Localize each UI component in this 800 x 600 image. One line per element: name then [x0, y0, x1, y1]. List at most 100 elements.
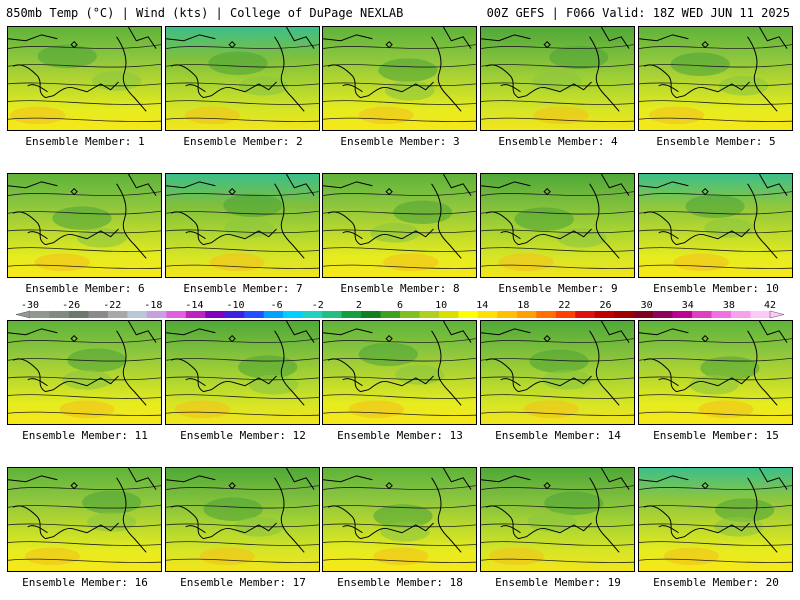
colorbar-swatch: [516, 311, 537, 318]
colorbar-swatch: [419, 311, 440, 318]
colorbar-swatch: [692, 311, 712, 318]
colorbar-swatch: [341, 311, 362, 318]
ensemble-member-label: Ensemble Member: 15: [653, 429, 779, 442]
ensemble-map-7: [165, 173, 320, 278]
colorbar-swatch: [88, 311, 109, 318]
temperature-colorbar: -30 -26 -22 -18 -14 -10 -6 -2 2 6 10 14 18 22 26 30 34 38…: [15, 300, 785, 319]
colorbar-swatch: [205, 311, 226, 318]
colorbar-swatch: [263, 311, 284, 318]
colorbar-tick-label: 38: [723, 300, 735, 311]
colorbar-left-arrow: [15, 310, 31, 319]
map-title: 850mb Temp (°C) | Wind (kts) | College o…: [6, 6, 404, 20]
ensemble-member-label: Ensemble Member: 7: [183, 282, 303, 295]
colorbar-swatch: [107, 311, 128, 318]
colorbar-swatch: [146, 311, 167, 318]
colorbar-swatch: [614, 311, 634, 318]
ensemble-map-1: [7, 26, 162, 131]
colorbar-swatch: [575, 311, 596, 318]
colorbar-swatch: [672, 311, 693, 318]
ensemble-member-label: Ensemble Member: 6: [25, 282, 145, 295]
colorbar-swatch: [555, 311, 576, 318]
colorbar-swatch: [594, 311, 615, 318]
ensemble-map-4: [480, 26, 635, 131]
ensemble-map-2: [165, 26, 320, 131]
ensemble-map-12: [165, 320, 320, 425]
colorbar-tick-label: 26: [600, 300, 612, 311]
colorbar-swatch: [244, 311, 264, 318]
colorbar-swatch: [477, 311, 498, 318]
ensemble-map-8: [322, 173, 477, 278]
ensemble-map-14: [480, 320, 635, 425]
colorbar-swatch: [30, 311, 50, 318]
colorbar-swatch: [750, 311, 771, 318]
ensemble-member-label: Ensemble Member: 11: [22, 429, 148, 442]
colorbar-swatch: [400, 311, 420, 318]
colorbar-tick-label: 10: [435, 300, 447, 311]
colorbar-swatch: [380, 311, 401, 318]
colorbar-tick-label: 34: [682, 300, 694, 311]
ensemble-member-label: Ensemble Member: 12: [180, 429, 306, 442]
colorbar-tick-label: 6: [397, 300, 403, 311]
colorbar-tick-label: -6: [271, 300, 283, 311]
ensemble-member-label: Ensemble Member: 19: [495, 576, 621, 589]
colorbar-swatch: [536, 311, 557, 318]
colorbar-tick-label: -30: [21, 300, 39, 311]
ensemble-map-5: [638, 26, 793, 131]
model-run-info: 00Z GEFS | F066 Valid: 18Z WED JUN 11 20…: [486, 6, 790, 20]
colorbar-swatch: [438, 311, 459, 318]
colorbar-right-arrow: [769, 310, 785, 319]
colorbar-tick-label: -18: [144, 300, 162, 311]
colorbar-swatch: [166, 311, 187, 318]
ensemble-member-label: Ensemble Member: 9: [498, 282, 618, 295]
ensemble-map-17: [165, 467, 320, 572]
ensemble-map-16: [7, 467, 162, 572]
ensemble-map-20: [638, 467, 793, 572]
colorbar-swatch: [633, 311, 654, 318]
colorbar-swatch: [361, 311, 381, 318]
ensemble-member-label: Ensemble Member: 1: [25, 135, 145, 148]
colorbar-swatch: [49, 311, 70, 318]
colorbar-tick-label: -2: [312, 300, 324, 311]
colorbar-tick-label: -26: [62, 300, 80, 311]
colorbar-tick-label: -22: [103, 300, 121, 311]
ensemble-member-label: Ensemble Member: 3: [340, 135, 460, 148]
colorbar-swatch: [302, 311, 323, 318]
ensemble-map-6: [7, 173, 162, 278]
ensemble-map-10: [638, 173, 793, 278]
colorbar-swatch: [68, 311, 89, 318]
colorbar-tick-label: -14: [185, 300, 203, 311]
colorbar-swatch: [711, 311, 732, 318]
ensemble-member-label: Ensemble Member: 8: [340, 282, 460, 295]
colorbar-tick-label: 22: [558, 300, 570, 311]
colorbar-tick-label: 18: [517, 300, 529, 311]
colorbar-tick-label: 14: [476, 300, 488, 311]
ensemble-map-18: [322, 467, 477, 572]
colorbar-tick-label: 30: [641, 300, 653, 311]
ensemble-map-19: [480, 467, 635, 572]
colorbar-swatch: [127, 311, 148, 318]
ensemble-member-label: Ensemble Member: 4: [498, 135, 618, 148]
ensemble-map-15: [638, 320, 793, 425]
ensemble-map-3: [322, 26, 477, 131]
ensemble-member-label: Ensemble Member: 17: [180, 576, 306, 589]
colorbar-swatch: [653, 311, 673, 318]
ensemble-map-13: [322, 320, 477, 425]
ensemble-map-11: [7, 320, 162, 425]
ensemble-member-label: Ensemble Member: 2: [183, 135, 303, 148]
colorbar-swatch: [224, 311, 245, 318]
ensemble-member-label: Ensemble Member: 5: [656, 135, 776, 148]
colorbar-tick-label: -10: [227, 300, 245, 311]
ensemble-map-9: [480, 173, 635, 278]
colorbar-swatch: [185, 311, 206, 318]
colorbar-swatch: [497, 311, 518, 318]
ensemble-member-label: Ensemble Member: 14: [495, 429, 621, 442]
ensemble-member-label: Ensemble Member: 18: [337, 576, 463, 589]
ensemble-member-label: Ensemble Member: 20: [653, 576, 779, 589]
colorbar-swatch: [283, 311, 303, 318]
ensemble-member-label: Ensemble Member: 10: [653, 282, 779, 295]
ensemble-member-label: Ensemble Member: 16: [22, 576, 148, 589]
colorbar-swatch: [458, 311, 479, 318]
ensemble-member-label: Ensemble Member: 13: [337, 429, 463, 442]
colorbar-tick-label: 42: [764, 300, 776, 311]
colorbar-tick-label: 2: [356, 300, 362, 311]
